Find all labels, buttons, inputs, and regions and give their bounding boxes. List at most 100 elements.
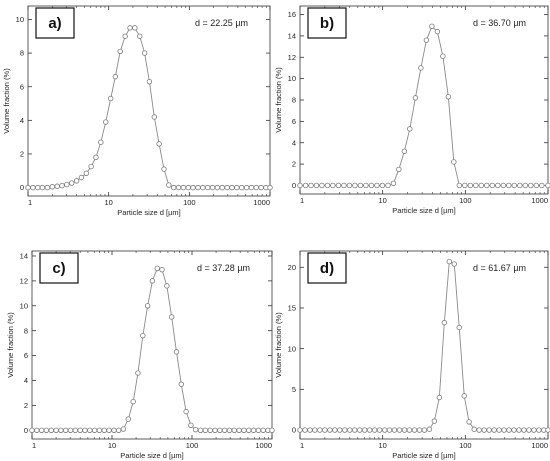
- data-point: [63, 427, 69, 433]
- panel-label-box: [39, 252, 79, 284]
- series-line: [300, 25, 548, 186]
- data-point: [473, 182, 479, 189]
- data-point: [144, 303, 151, 309]
- x-tick-label: 10: [104, 198, 112, 207]
- data-point: [166, 182, 172, 188]
- data-point: [214, 184, 221, 191]
- y-tick-label: 8: [292, 96, 296, 105]
- x-tick-label: 10: [378, 441, 386, 450]
- series-line: [300, 260, 548, 431]
- data-point: [376, 427, 383, 433]
- x-tick-label: 100: [459, 196, 472, 205]
- data-point: [212, 427, 218, 433]
- data-point: [374, 182, 380, 189]
- data-point: [173, 349, 180, 355]
- data-point: [241, 427, 247, 433]
- data-point: [54, 183, 60, 189]
- data-point: [423, 37, 430, 43]
- panel-d: 1 10 100 1000 0 5 10 15 20 Particle size d [µm] Vo…: [274, 250, 550, 460]
- data-point: [219, 184, 225, 191]
- data-point: [83, 170, 89, 177]
- y-axis-label: Volume fraction (%): [2, 68, 11, 134]
- data-point: [180, 184, 187, 191]
- data-point: [246, 427, 252, 433]
- data-point: [93, 154, 99, 161]
- data-point: [481, 427, 487, 433]
- data-point: [486, 427, 492, 433]
- data-point: [125, 416, 132, 422]
- data-point: [506, 427, 512, 433]
- x-tick-label: 1: [300, 441, 304, 450]
- y-tick-label: 2: [20, 150, 24, 159]
- data-point: [258, 184, 264, 191]
- data-point: [297, 182, 303, 189]
- data-point: [327, 427, 333, 433]
- data-point: [137, 33, 143, 39]
- y-tick-label: 10: [16, 15, 24, 24]
- data-point: [539, 182, 545, 189]
- y-tick-label: 16: [288, 10, 296, 19]
- y-tick-label: 20: [288, 263, 296, 272]
- data-point: [491, 427, 497, 433]
- data-point: [202, 427, 209, 433]
- data-point: [141, 50, 148, 56]
- y-tick-label: 2: [292, 160, 296, 169]
- data-point: [313, 182, 320, 189]
- x-tick-label: 10: [108, 441, 116, 450]
- mean-size-annotation: d = 37.28 µm: [197, 263, 250, 273]
- y-tick-label: 14: [20, 252, 28, 261]
- data-point: [396, 427, 403, 433]
- data-point: [53, 427, 59, 433]
- data-point: [217, 427, 223, 433]
- data-point: [324, 182, 331, 189]
- y-tick-label: 6: [292, 117, 296, 126]
- y-tick-label: 12: [20, 276, 28, 285]
- data-point: [226, 427, 233, 433]
- panel-label: a): [48, 15, 61, 32]
- data-point: [82, 427, 88, 433]
- y-tick-label: 4: [20, 116, 24, 125]
- x-axis-label: Particle size d [µm]: [392, 451, 456, 460]
- data-point: [164, 283, 170, 289]
- data-point: [149, 278, 156, 284]
- x-axis-label: Particle size d [µm]: [117, 208, 181, 217]
- data-point: [352, 427, 358, 433]
- data-point: [58, 427, 64, 433]
- data-point: [421, 427, 428, 433]
- data-point: [195, 184, 201, 191]
- panel-label: d): [320, 260, 334, 277]
- data-point: [87, 427, 93, 433]
- data-point: [476, 427, 482, 433]
- data-point: [108, 95, 114, 102]
- data-point: [528, 182, 534, 189]
- data-point: [545, 182, 550, 189]
- y-tick-label: 2: [24, 401, 28, 410]
- panel-label: c): [52, 260, 65, 277]
- data-point: [77, 427, 83, 433]
- data-point: [59, 182, 65, 189]
- data-point: [406, 427, 413, 433]
- data-point: [322, 427, 328, 433]
- mean-size-annotation: d = 36.70 µm: [473, 18, 526, 28]
- data-point: [255, 427, 262, 433]
- data-point: [517, 182, 523, 189]
- data-point: [38, 427, 45, 433]
- data-point: [396, 166, 402, 173]
- data-point: [78, 174, 85, 181]
- data-point: [526, 427, 532, 433]
- data-point: [115, 427, 122, 433]
- data-point: [253, 184, 259, 191]
- data-point: [407, 126, 413, 132]
- data-point: [531, 427, 537, 433]
- y-tick-label: 6: [24, 351, 28, 360]
- data-point: [111, 427, 117, 433]
- data-point: [122, 33, 128, 39]
- y-tick-label: 8: [24, 326, 28, 335]
- data-point: [229, 184, 235, 191]
- series-line: [32, 267, 272, 431]
- data-point: [48, 427, 54, 433]
- data-point: [168, 314, 175, 320]
- data-point: [117, 48, 123, 55]
- x-tick-label: 1000: [531, 441, 548, 450]
- data-point: [418, 65, 424, 71]
